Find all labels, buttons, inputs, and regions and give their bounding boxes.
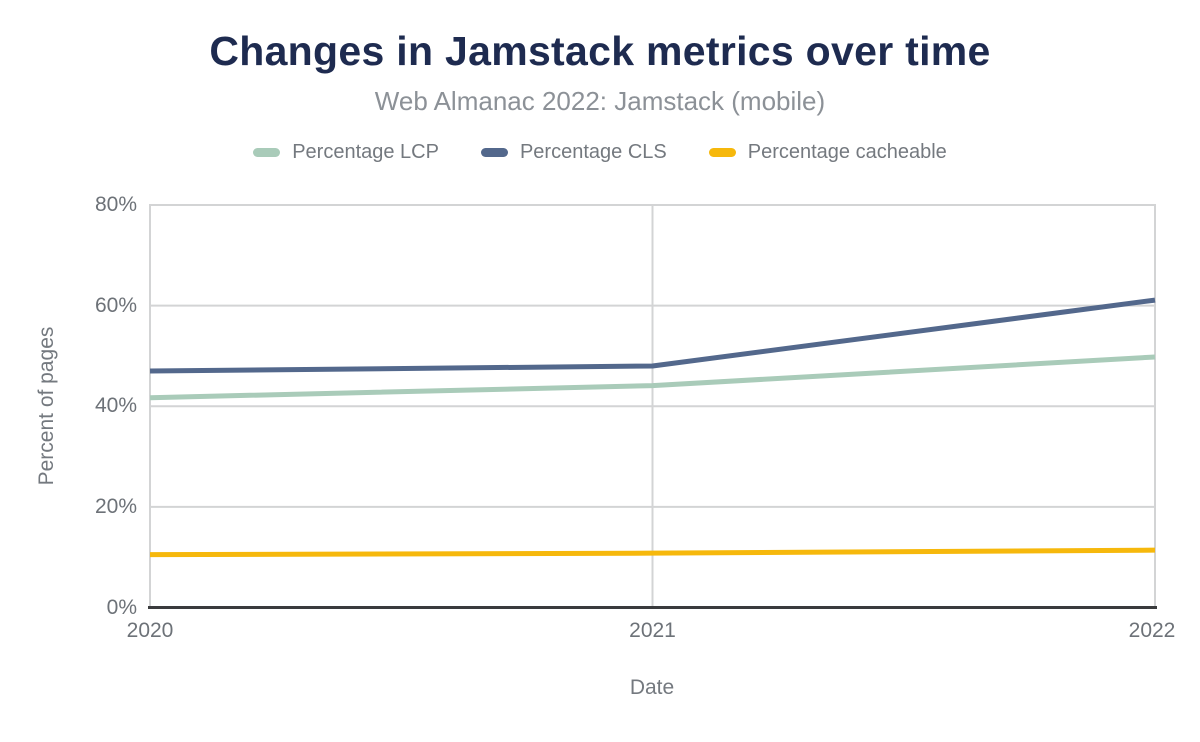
- legend-swatch-icon: [253, 148, 281, 157]
- y-axis-title: Percent of pages: [35, 326, 58, 486]
- chart-subtitle: Web Almanac 2022: Jamstack (mobile): [374, 86, 826, 116]
- series-line-percentage-cls: [149, 297, 1156, 374]
- legend-label: Percentage CLS: [519, 141, 667, 163]
- legend-swatch-icon: [480, 148, 508, 157]
- legend-swatch-icon: [708, 148, 736, 157]
- legend-item: Percentage LCP: [253, 141, 439, 164]
- legend-item: Percentage cacheable: [708, 141, 947, 164]
- chart-title: Changes in Jamstack metrics over time: [209, 28, 991, 74]
- x-axis-title: Date: [629, 676, 675, 699]
- series-line-percentage-lcp: [149, 354, 1156, 401]
- series-line-percentage-cacheable: [149, 547, 1156, 558]
- legend-label: Percentage cacheable: [747, 141, 947, 163]
- legend-label: Percentage LCP: [292, 141, 439, 163]
- chart-legend: Percentage LCP Percentage CLS Percentage c…: [0, 141, 1200, 164]
- legend-item: Percentage CLS: [480, 141, 667, 164]
